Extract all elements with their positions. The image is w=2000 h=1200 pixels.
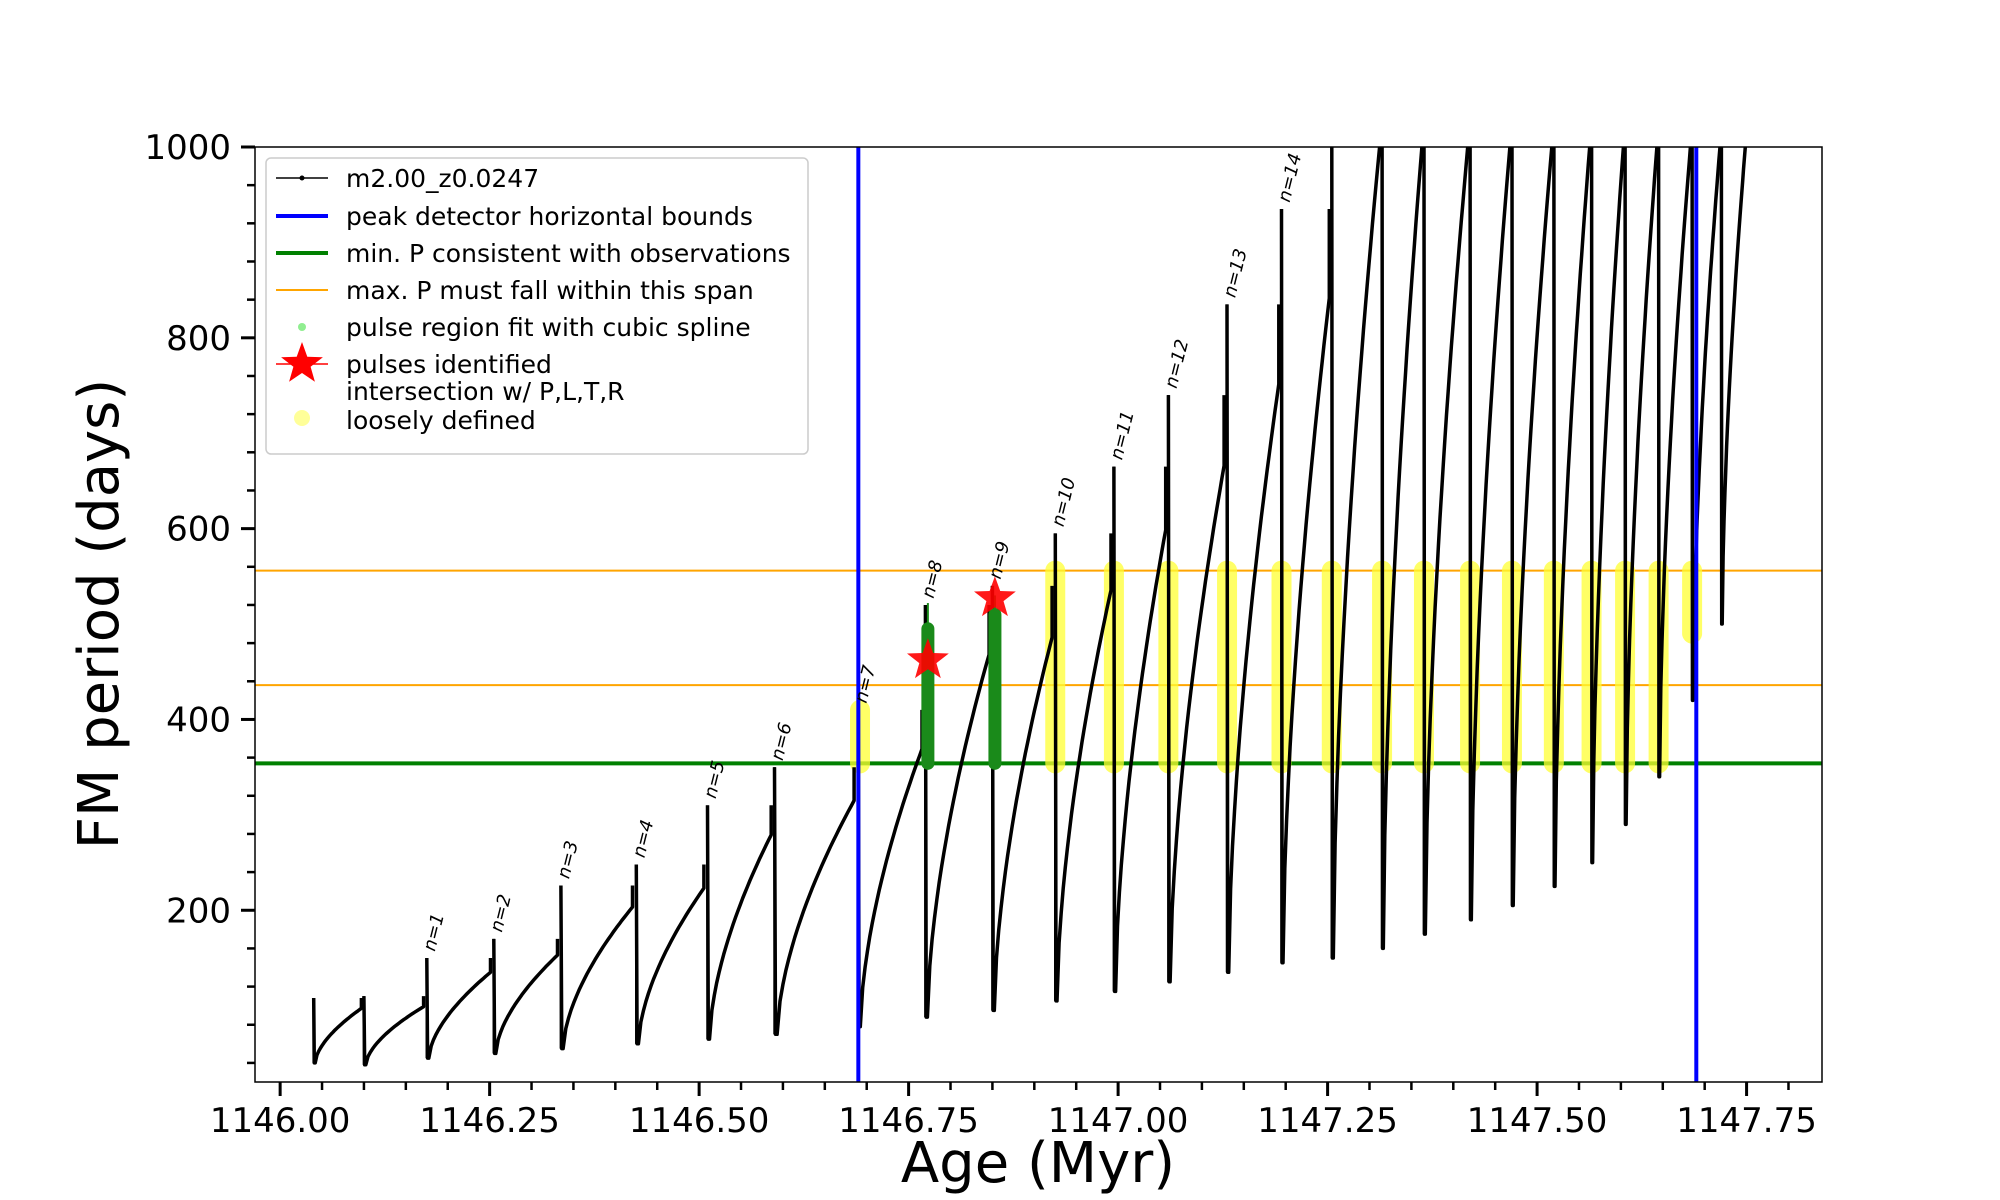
pulse-curve-17: [1330, 147, 1382, 960]
legend-item-3-label: min. P consistent with observations: [346, 239, 791, 268]
pulse-curve-25: [1656, 147, 1693, 779]
pulse-curve-16: [1279, 208, 1332, 965]
legend-item-6-label: pulses identified: [346, 350, 552, 379]
pulse-curve-14: [1166, 395, 1226, 984]
pulse-curve-3: [425, 957, 493, 1060]
axes: 1146.00 1146.25 1146.50 1146.75 1147.00 1147.…: [144, 128, 1816, 1141]
pulse-curve-22: [1552, 147, 1592, 889]
pulse-curve-1: [311, 997, 364, 1065]
x-tick-label-7: 1147.50: [1467, 1101, 1608, 1141]
pulse-curve-11: [990, 585, 1054, 1013]
legend-item-2-label: peak detector horizontal bounds: [346, 202, 753, 231]
plot-frame: [254, 146, 1823, 1083]
pulse-curve-4: [492, 938, 560, 1056]
x-tick-label-6: 1147.25: [1257, 1101, 1398, 1141]
pulse-curve-6: [634, 864, 706, 1046]
x-tick-label-2: 1146.25: [419, 1101, 560, 1141]
y-tick-label-2: 400: [166, 700, 231, 740]
legend-item-7-handle: [294, 410, 310, 426]
pulse-curve-27: [1719, 147, 1748, 626]
legend-box: [265, 157, 809, 455]
x-tick-label-3: 1146.50: [629, 1101, 770, 1141]
peak-detector-bounds: [856, 147, 1699, 1082]
legend-item-5-label: pulse region fit with cubic spline: [346, 313, 751, 342]
y-tick-label-3: 600: [166, 510, 231, 550]
legend-item-6-handle: [281, 342, 323, 382]
x-tick-label-4: 1146.75: [838, 1101, 979, 1141]
pulse-curve-5: [559, 885, 635, 1051]
x-tick-label-5: 1147.00: [1048, 1101, 1189, 1141]
legend-item-1-marker: [299, 175, 305, 181]
pulse-curve-2: [362, 996, 426, 1067]
pulse-star-1: [907, 638, 949, 679]
pulse-curve-24: [1623, 147, 1659, 827]
pulse-curve-7: [705, 805, 773, 1041]
pulse-curve-23: [1589, 147, 1626, 865]
y-axis-title: FM period (days): [67, 379, 132, 849]
legend-item-5-handle: [298, 323, 306, 331]
pulse-curve-8: [772, 767, 856, 1037]
pulse-curve-10: [923, 604, 991, 1019]
y-tick-label-4: 800: [166, 319, 231, 359]
y-tick-label-5: 1000: [144, 128, 231, 168]
series-m2-z0-0247: [311, 147, 1748, 1067]
pulse-star-2: [974, 576, 1016, 617]
x-tick-label-8: 1147.75: [1676, 1101, 1817, 1141]
pulse-curve-12: [1053, 533, 1113, 1003]
y-tick-label-1: 200: [166, 891, 231, 931]
pulses-identified: [907, 576, 1016, 679]
legend-item-7-label-2: loosely defined: [346, 406, 536, 435]
pulse-curve-21: [1510, 147, 1554, 908]
pulse-curve-19: [1422, 147, 1470, 936]
pulse-curve-18: [1380, 147, 1424, 951]
pulse-curve-9: [856, 709, 924, 1029]
legend-item-1-label: m2.00_z0.0247: [346, 164, 539, 193]
x-axis-title: Age (Myr): [901, 1131, 1175, 1196]
pulse-curve-20: [1468, 147, 1512, 922]
legend-item-4-label: max. P must fall within this span: [346, 276, 754, 305]
pulse-curve-13: [1112, 466, 1168, 994]
x-tick-label-1: 1146.00: [210, 1101, 351, 1141]
pulse-curve-15: [1225, 304, 1281, 975]
legend-item-7-label-1: intersection w/ P,L,T,R: [346, 377, 625, 406]
